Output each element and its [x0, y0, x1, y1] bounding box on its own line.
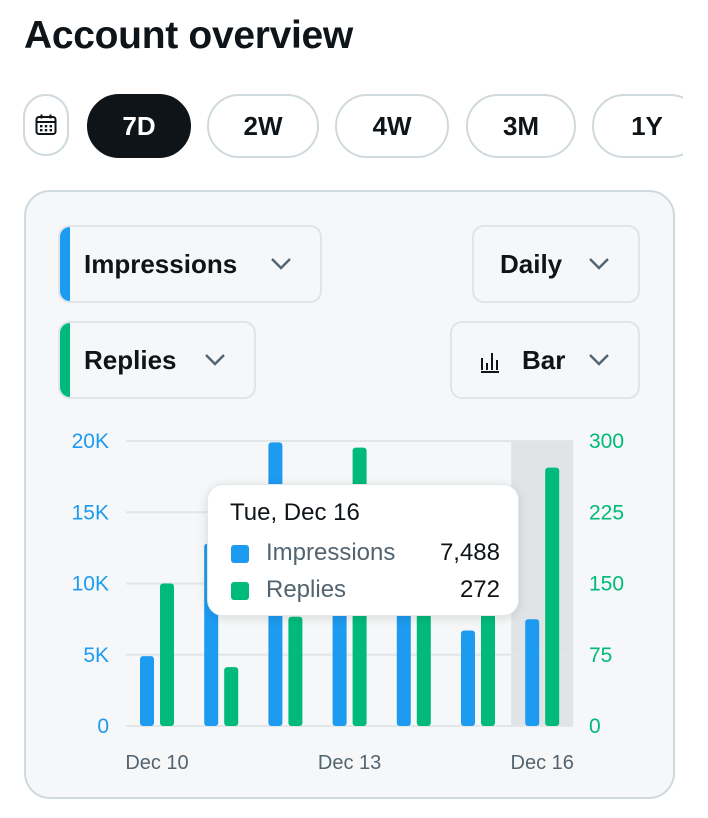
tooltip-series-name: Impressions: [266, 539, 396, 566]
y-right-tick-label: 225: [589, 501, 624, 524]
tooltip-row-replies: Replies 272: [230, 576, 500, 606]
bar-impressions-dec-10[interactable]: [140, 656, 154, 726]
impressions-swatch: [231, 545, 249, 563]
y-left-tick-label: 5K: [83, 644, 109, 667]
chevron-down-icon: [589, 354, 609, 366]
calendar-icon: [35, 114, 57, 135]
y-left-tick-label: 20K: [72, 430, 109, 453]
bar-chart-icon: [481, 353, 499, 373]
x-tick-label: Dec 13: [318, 752, 381, 774]
page-title: Account overview: [24, 14, 353, 57]
chevron-down-icon: [271, 258, 291, 270]
y-left-tick-label: 10K: [72, 573, 109, 596]
y-right-tick-label: 75: [589, 644, 612, 667]
y-right-tick-label: 150: [589, 573, 624, 596]
bar-replies-dec-10[interactable]: [160, 583, 174, 727]
chevron-down-icon: [589, 258, 609, 270]
x-tick-label: Dec 10: [125, 752, 188, 774]
metric1-label: Impressions: [84, 248, 238, 279]
replies-swatch: [231, 582, 249, 600]
range-2w-button[interactable]: 2W: [207, 94, 319, 158]
tooltip-row-impressions: Impressions 7,488: [230, 539, 500, 569]
tooltip-series-value: 272: [459, 576, 500, 603]
tooltip-series-name: Replies: [266, 576, 347, 603]
bar-impressions-dec-15[interactable]: [461, 630, 475, 726]
tooltip-date: Tue, Dec 16: [230, 499, 360, 526]
metric1-select[interactable]: Impressions: [58, 225, 322, 303]
y-right-tick-label: 300: [589, 430, 624, 453]
range-7d-button[interactable]: 7D: [87, 94, 191, 158]
bar-replies-dec-15[interactable]: [481, 612, 495, 726]
range-1y-button[interactable]: 1Y: [592, 94, 683, 158]
bar-replies-dec-12[interactable]: [288, 616, 303, 726]
y-left-tick-label: 15K: [72, 501, 109, 524]
chart-tooltip: Tue, Dec 16 Impressions 7,488 Replies 27…: [207, 484, 519, 616]
time-range-selector: 7D 2W 4W 3M 1Y: [23, 94, 683, 158]
y-right-tick-label: 0: [589, 715, 601, 738]
interval-label: Daily: [500, 248, 563, 279]
chevron-down-icon: [205, 354, 225, 366]
tooltip-series-value: 7,488: [439, 539, 500, 566]
metric2-select[interactable]: Replies: [58, 321, 256, 399]
metric1-color-bar: [60, 227, 70, 301]
range-4w-button[interactable]: 4W: [335, 94, 449, 158]
range-3m-button[interactable]: 3M: [466, 94, 576, 158]
x-tick-label: Dec 16: [511, 752, 574, 774]
chart-type-select[interactable]: Bar: [450, 321, 640, 399]
calendar-button[interactable]: [23, 94, 69, 156]
bar-replies-dec-11[interactable]: [224, 667, 239, 726]
bar-replies-dec-16[interactable]: [545, 467, 560, 726]
metric2-label: Replies: [84, 344, 177, 375]
interval-select[interactable]: Daily: [472, 225, 640, 303]
y-left-tick-label: 0: [97, 715, 109, 738]
metric2-color-bar: [60, 323, 70, 397]
chart-type-label: Bar: [522, 344, 566, 375]
bar-impressions-dec-16[interactable]: [525, 619, 540, 726]
